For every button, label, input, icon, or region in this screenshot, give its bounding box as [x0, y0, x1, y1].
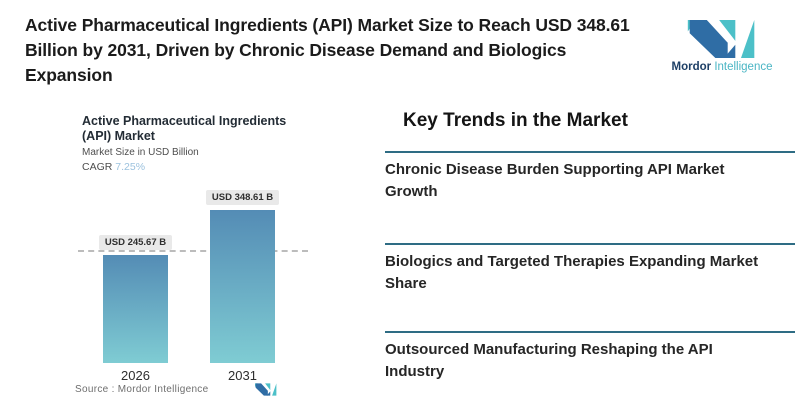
bar-2031: [210, 210, 275, 363]
cagr-label: CAGR: [82, 161, 113, 173]
mini-brand-logo-icon: [255, 383, 277, 396]
bar-chart-plot: USD 245.67 B 2026 USD 348.61 B 2031: [78, 186, 308, 383]
chart-subtitle: Market Size in USD Billion: [82, 147, 199, 158]
bar-value-label: USD 245.67 B: [98, 235, 173, 250]
source-attribution: Source : Mordor Intelligence: [75, 384, 209, 395]
cagr-value: 7.25%: [115, 161, 146, 173]
mordor-intelligence-logo-icon: [687, 20, 755, 58]
trend-item-label: Chronic Disease Burden Supporting API Ma…: [385, 161, 725, 200]
brand-name-primary: Mordor: [671, 61, 712, 73]
bar-2026: [103, 255, 168, 363]
x-axis-label: 2031: [228, 368, 257, 383]
page-title: Active Pharmaceutical Ingredients (API) …: [25, 15, 630, 85]
reference-dashed-line: [78, 250, 308, 252]
x-axis-label: 2026: [121, 368, 150, 383]
brand-name-secondary: Intelligence: [714, 61, 773, 73]
trend-item-3: Outsourced Manufacturing Reshaping the A…: [385, 331, 795, 418]
chart-title: Active Pharmaceutical Ingredients (API) …: [82, 114, 287, 143]
bar-group-2026: USD 245.67 B: [98, 235, 173, 363]
trend-item-2: Biologics and Targeted Therapies Expandi…: [385, 243, 795, 331]
key-trends-heading: Key Trends in the Market: [403, 110, 628, 131]
key-trends-panel: Key Trends in the Market Chronic Disease…: [385, 108, 795, 418]
trend-item-label: Biologics and Targeted Therapies Expandi…: [385, 253, 759, 292]
chart-source-row: Source : Mordor Intelligence: [75, 383, 277, 396]
brand-logo: Mordor Intelligence: [660, 20, 784, 73]
bar-group-2031: USD 348.61 B: [205, 190, 280, 363]
brand-wordmark: Mordor Intelligence: [660, 61, 784, 73]
chart-cagr: CAGR 7.25%: [82, 161, 145, 173]
bar-value-label: USD 348.61 B: [205, 190, 280, 205]
trend-item-1: Chronic Disease Burden Supporting API Ma…: [385, 151, 795, 243]
trend-item-label: Outsourced Manufacturing Reshaping the A…: [385, 341, 713, 380]
